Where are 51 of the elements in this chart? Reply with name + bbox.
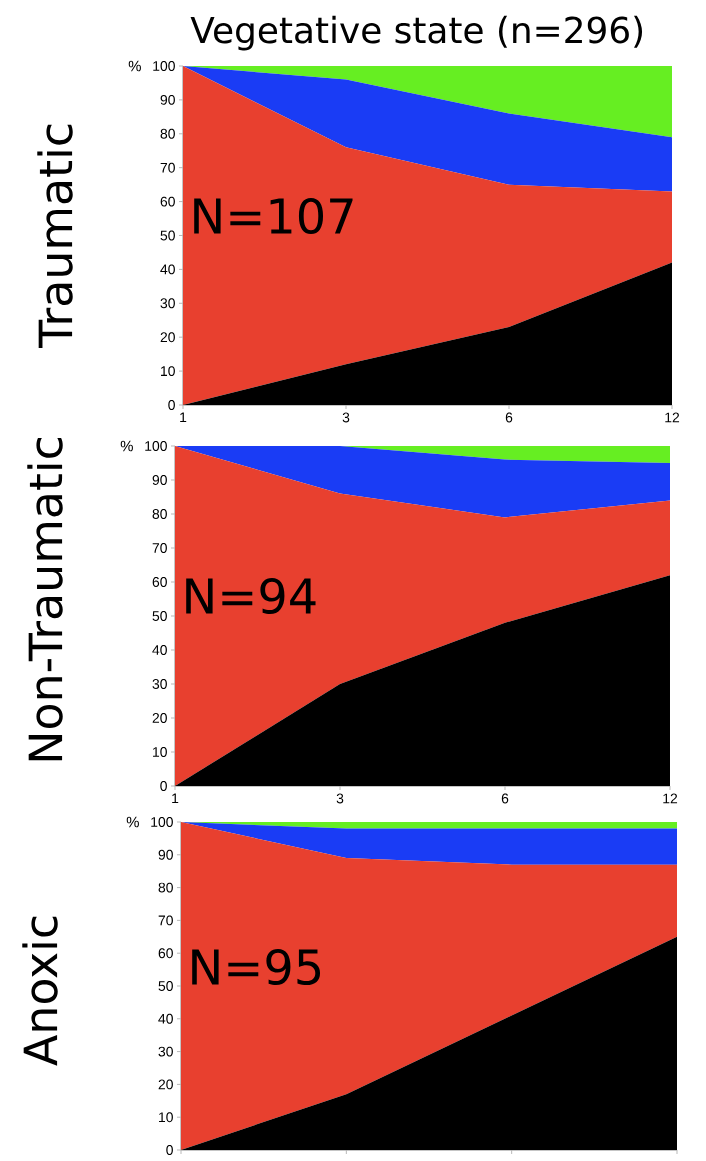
y-tick-label: 80: [160, 128, 175, 139]
y-tick-label: 90: [158, 849, 173, 860]
y-tick-label: 10: [153, 747, 167, 757]
y-tick-label: 70: [158, 915, 173, 926]
y-tick-label: 40: [152, 645, 167, 655]
y-tick-label: 50: [160, 230, 175, 241]
y-tick-label: 0: [168, 400, 175, 410]
y-tick-label: 20: [152, 713, 167, 723]
y-tick-label: 70: [160, 162, 175, 173]
x-tick-label: 6: [501, 793, 509, 804]
y-tick-label: 60: [158, 948, 173, 959]
text: Non-Traumatic: [27, 437, 63, 761]
y-tick-label: 80: [152, 509, 167, 519]
y-tick-label: 50: [158, 981, 173, 991]
annotation: N=107: [194, 197, 353, 235]
x-tick-label: 1: [172, 793, 179, 804]
y-tick-label: 80: [158, 882, 173, 893]
y-tick-label: 20: [158, 1079, 173, 1090]
y-tick-label: 10: [159, 1112, 173, 1123]
y-tick-label: 100: [151, 817, 173, 827]
y-tick-label: 0: [166, 1145, 173, 1155]
x-tick-label: 12: [665, 412, 680, 423]
x-tick-label: 3: [342, 412, 350, 423]
y-tick-label: 100: [153, 61, 175, 71]
y-tick-label: 40: [158, 1013, 173, 1024]
y-tick-label: 50: [152, 611, 167, 621]
x-tick-label: 6: [505, 412, 513, 423]
y-tick-label: 30: [152, 679, 167, 689]
y-tick-label: 60: [152, 577, 167, 587]
y-axis-title: %: [126, 816, 139, 828]
x-tick-label: 3: [336, 793, 344, 804]
y-tick-label: 90: [152, 475, 167, 485]
y-tick-label: 60: [160, 196, 175, 207]
chart-title: Vegetative state (n=296): [190, 15, 643, 51]
text: Traumatic: [37, 124, 73, 349]
y-tick-label: 90: [160, 94, 175, 105]
annotation: N=94: [186, 577, 316, 615]
y-tick-label: 20: [160, 332, 175, 343]
y-axis-title: %: [128, 60, 141, 72]
annotation: N=95: [192, 948, 321, 986]
text: Anoxic: [22, 916, 58, 1066]
y-tick-label: 100: [145, 441, 167, 451]
y-tick-label: 30: [158, 1046, 173, 1057]
y-tick-label: 10: [161, 366, 175, 377]
y-tick-label: 30: [160, 298, 175, 309]
y-tick-label: 0: [160, 781, 167, 791]
y-tick-label: 70: [152, 543, 167, 553]
y-tick-label: 40: [160, 264, 175, 275]
x-tick-label: 12: [663, 793, 678, 804]
y-axis-title: %: [120, 440, 133, 452]
x-tick-label: 1: [180, 412, 187, 423]
